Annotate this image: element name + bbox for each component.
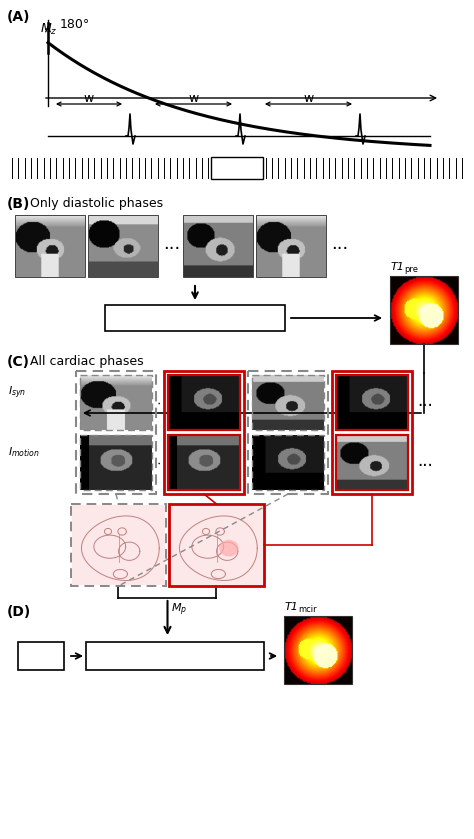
Text: $M_p$: $M_p$: [172, 602, 188, 618]
Bar: [390, 276, 458, 344]
Text: Only diastolic phases: Only diastolic phases: [30, 197, 163, 210]
Bar: [256, 215, 326, 277]
Text: GA: GA: [32, 650, 50, 664]
Bar: [88, 215, 158, 277]
Text: (B): (B): [7, 197, 30, 211]
Bar: [336, 435, 408, 490]
Text: ...: ...: [163, 235, 180, 253]
Text: mcirMAP: mcirMAP: [148, 650, 202, 664]
Text: 180°: 180°: [60, 18, 90, 31]
Bar: [169, 504, 264, 586]
Bar: [248, 371, 328, 494]
Text: w: w: [188, 92, 199, 105]
Bar: [18, 642, 64, 670]
Bar: [105, 305, 285, 331]
Text: $I_{syn}$: $I_{syn}$: [8, 385, 27, 401]
Text: ...: ...: [417, 451, 433, 470]
Bar: [76, 371, 156, 494]
Bar: [168, 435, 240, 490]
Text: (A): (A): [7, 10, 30, 24]
Bar: [332, 371, 412, 494]
Text: mcir: mcir: [298, 605, 317, 614]
Bar: [80, 375, 152, 430]
Bar: [336, 375, 408, 430]
Text: Image-based fit: Image-based fit: [146, 312, 244, 326]
Bar: [86, 642, 264, 670]
Bar: [72, 505, 165, 585]
Text: ...: ...: [331, 235, 348, 253]
Text: T1: T1: [391, 262, 405, 272]
Bar: [252, 375, 324, 430]
Text: w: w: [303, 92, 314, 105]
Text: T1: T1: [285, 602, 299, 612]
Bar: [183, 215, 253, 277]
Text: pre: pre: [404, 265, 418, 274]
Bar: [80, 435, 152, 490]
Text: (D): (D): [7, 605, 31, 619]
Bar: [211, 157, 263, 179]
Text: $I_{motion}$: $I_{motion}$: [8, 445, 40, 459]
Bar: [252, 435, 324, 490]
Text: ...: ...: [417, 392, 433, 409]
Bar: [168, 375, 240, 430]
Text: w: w: [84, 92, 94, 105]
Text: (C): (C): [7, 355, 30, 369]
Bar: [284, 616, 352, 684]
Bar: [15, 215, 85, 277]
Ellipse shape: [219, 539, 239, 556]
Bar: [170, 505, 263, 585]
Text: GA: GA: [228, 163, 246, 175]
Text: All cardiac phases: All cardiac phases: [30, 355, 144, 368]
Text: $M_z$: $M_z$: [40, 22, 57, 37]
Bar: [71, 504, 166, 586]
Bar: [164, 371, 244, 494]
